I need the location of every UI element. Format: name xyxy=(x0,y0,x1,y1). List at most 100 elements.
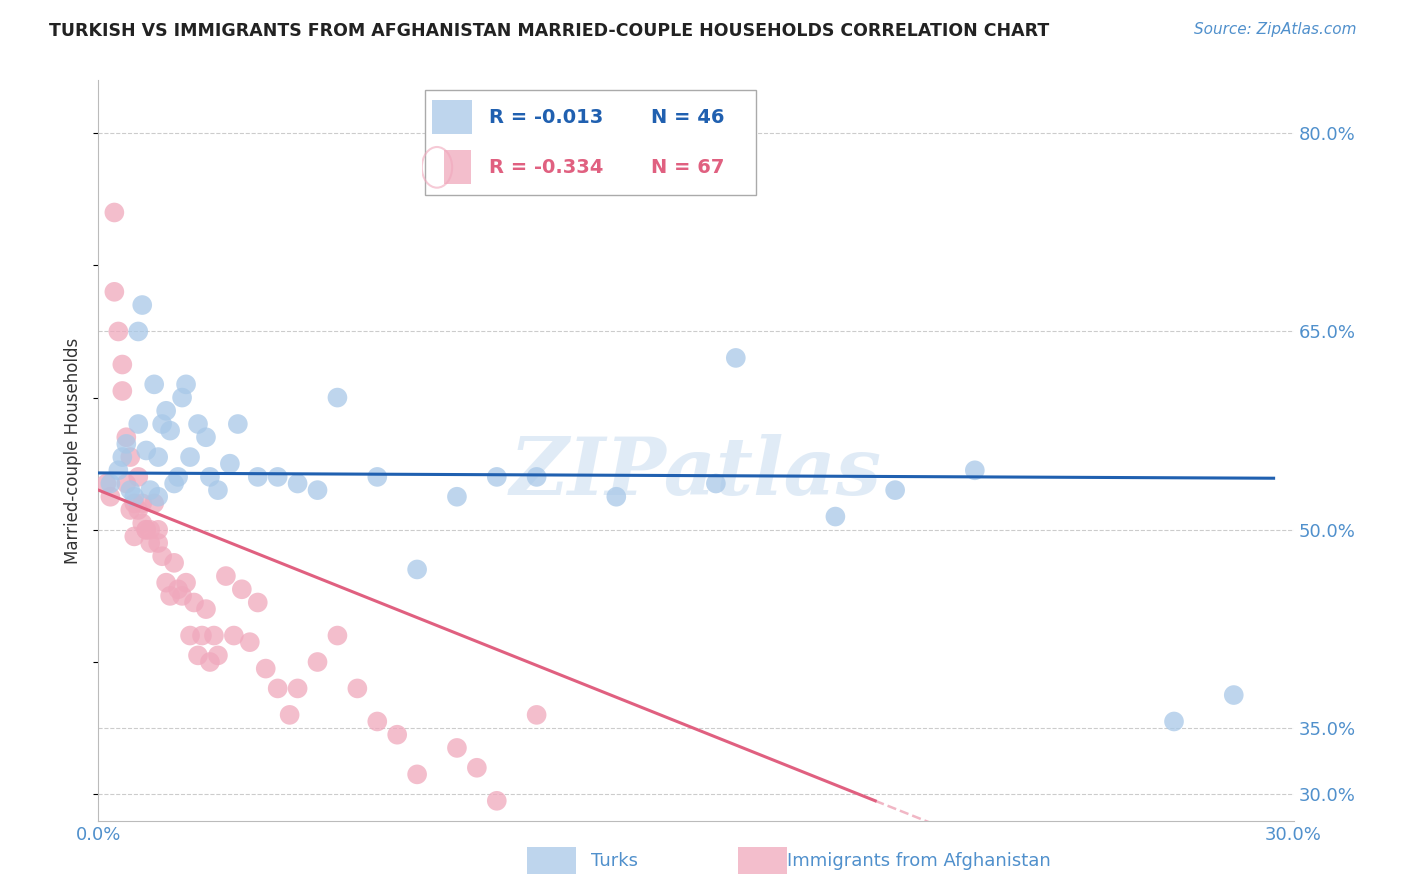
Point xyxy=(824,509,846,524)
Text: Turks: Turks xyxy=(591,852,637,870)
Point xyxy=(446,740,468,755)
Point xyxy=(226,417,249,431)
Point xyxy=(111,450,134,464)
Point xyxy=(167,582,190,597)
Point xyxy=(207,483,229,497)
Point xyxy=(115,437,138,451)
Text: R = -0.334: R = -0.334 xyxy=(489,158,603,177)
Point xyxy=(159,589,181,603)
Point xyxy=(159,424,181,438)
Point xyxy=(231,582,253,597)
Point xyxy=(215,569,238,583)
Point xyxy=(366,714,388,729)
Point xyxy=(120,483,142,497)
Point xyxy=(406,562,429,576)
Y-axis label: Married-couple Households: Married-couple Households xyxy=(65,337,83,564)
Point xyxy=(191,629,214,643)
Point xyxy=(127,470,149,484)
Point xyxy=(645,853,668,867)
Point xyxy=(187,648,209,663)
Point xyxy=(163,556,186,570)
Point xyxy=(135,443,157,458)
Text: ZIPatlas: ZIPatlas xyxy=(510,434,882,511)
Point xyxy=(326,391,349,405)
Point xyxy=(143,496,166,510)
Point xyxy=(179,629,201,643)
Text: N = 46: N = 46 xyxy=(651,108,724,127)
Point xyxy=(222,629,245,643)
Point xyxy=(605,880,627,892)
Point xyxy=(143,377,166,392)
Point xyxy=(406,767,429,781)
Point xyxy=(155,575,177,590)
FancyBboxPatch shape xyxy=(432,100,472,134)
Point xyxy=(239,635,262,649)
Point xyxy=(287,476,309,491)
Point xyxy=(131,496,153,510)
Point xyxy=(124,529,146,543)
Point xyxy=(131,298,153,312)
Point xyxy=(307,655,329,669)
Point xyxy=(120,503,142,517)
Point xyxy=(1163,714,1185,729)
Point xyxy=(139,536,162,550)
Point xyxy=(115,476,138,491)
Point xyxy=(127,325,149,339)
Point xyxy=(150,417,173,431)
Point xyxy=(98,490,122,504)
Point xyxy=(246,595,269,609)
Point xyxy=(198,470,221,484)
Point xyxy=(148,490,170,504)
Point xyxy=(103,205,125,219)
Point xyxy=(219,457,242,471)
Point xyxy=(385,728,409,742)
Point xyxy=(124,490,146,504)
Point xyxy=(207,648,229,663)
Text: Immigrants from Afghanistan: Immigrants from Afghanistan xyxy=(787,852,1052,870)
Point xyxy=(287,681,309,696)
Point xyxy=(183,595,205,609)
Point xyxy=(167,470,190,484)
Point xyxy=(148,450,170,464)
Point xyxy=(163,476,186,491)
Point xyxy=(150,549,173,564)
Point xyxy=(278,707,301,722)
Point xyxy=(254,662,277,676)
Point xyxy=(446,490,468,504)
Point xyxy=(172,589,194,603)
Point xyxy=(202,629,225,643)
Point xyxy=(98,476,122,491)
Point xyxy=(120,450,142,464)
Point xyxy=(139,523,162,537)
Point xyxy=(179,450,201,464)
Point xyxy=(465,761,488,775)
Point xyxy=(565,853,588,867)
Point xyxy=(155,404,177,418)
Point xyxy=(267,681,290,696)
Point xyxy=(115,430,138,444)
Point xyxy=(195,430,218,444)
Point xyxy=(605,490,627,504)
Point xyxy=(1223,688,1246,702)
Point xyxy=(963,463,986,477)
Point xyxy=(127,503,149,517)
Text: N = 67: N = 67 xyxy=(651,158,724,177)
Point xyxy=(148,523,170,537)
Point xyxy=(307,483,329,497)
Point xyxy=(139,483,162,497)
Point xyxy=(107,325,129,339)
Point xyxy=(131,516,153,531)
Point xyxy=(704,476,727,491)
Point xyxy=(127,417,149,431)
Point xyxy=(884,483,907,497)
Point xyxy=(526,470,548,484)
Point xyxy=(195,602,218,616)
Point xyxy=(174,377,197,392)
Point xyxy=(135,523,157,537)
Point xyxy=(346,681,368,696)
Point xyxy=(172,391,194,405)
Point xyxy=(724,351,747,365)
Point xyxy=(267,470,290,484)
Point xyxy=(326,629,349,643)
Point xyxy=(111,384,134,398)
